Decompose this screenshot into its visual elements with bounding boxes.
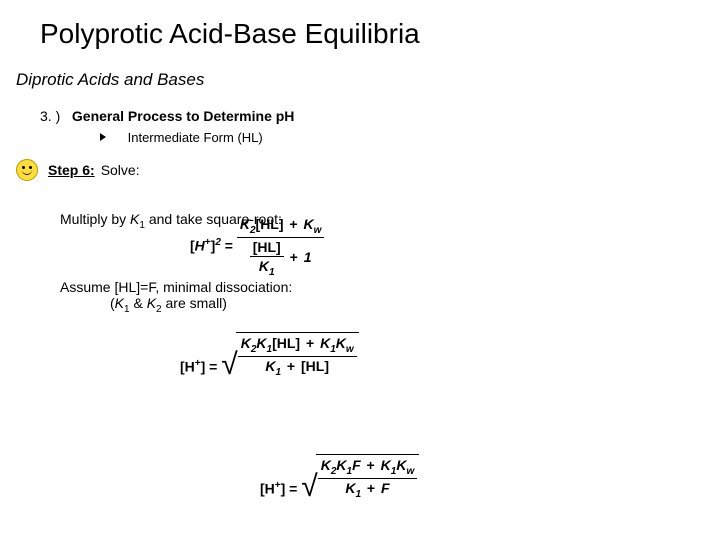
eq1-plus: + xyxy=(284,216,304,232)
step-label: Step 6: xyxy=(48,162,95,178)
eq3-eq: ] = xyxy=(281,481,302,497)
eq2-dhl: [HL] xyxy=(301,358,329,374)
eq1-frac: K2[HL] + Kw [HL] K1 + 1 xyxy=(237,216,325,278)
eq2-k2: K xyxy=(241,335,251,351)
eq2-plus: + xyxy=(300,335,320,351)
eq3-dplus: + xyxy=(361,480,381,496)
note2-close: are small) xyxy=(162,295,227,311)
slide: Polyprotic Acid-Base Equilibria Diprotic… xyxy=(0,0,720,540)
eq3-k1b: K xyxy=(381,457,391,473)
eq3-frac: K2K1F + K1Kw K1 + F xyxy=(318,457,418,500)
eq2-eq: ] = xyxy=(201,359,222,375)
eq1-one: 1 xyxy=(304,249,312,265)
eq3-plus: + xyxy=(361,457,381,473)
eq2-kw: K xyxy=(336,335,346,351)
eq1-k1s: 1 xyxy=(269,267,275,278)
note-2: Assume [HL]=F, minimal dissociation: (K1… xyxy=(60,279,720,315)
note2-a: Assume [HL]=F, minimal dissociation: xyxy=(60,279,720,295)
eq1-plus2: + xyxy=(284,249,304,265)
triangle-bullet-icon xyxy=(100,133,106,141)
eq1-hl: [HL] xyxy=(256,216,284,232)
eq1-kws: w xyxy=(314,225,322,236)
eq2-k1: K xyxy=(256,335,266,351)
smiley-icon xyxy=(16,159,38,181)
eq2-lhs: [H xyxy=(180,359,195,375)
eq1-innerfrac: [HL] K1 xyxy=(250,239,284,278)
note2-k1: K xyxy=(115,295,124,311)
numbered-item: 3. ) General Process to Determine pH xyxy=(40,108,720,124)
eq3-df: F xyxy=(381,480,390,496)
eq3-dk1: K xyxy=(345,480,355,496)
step-text: Solve: xyxy=(101,162,140,178)
equation-1: [H+]2 = K2[HL] + Kw [HL] K1 + 1 xyxy=(190,216,324,278)
bullet-text: Intermediate Form (HL) xyxy=(128,130,263,145)
eq2-kws: w xyxy=(346,344,354,355)
item-number: 3. ) xyxy=(40,108,68,124)
eq1-k1: K xyxy=(259,258,269,274)
note2-k2: K xyxy=(147,295,156,311)
eq3-k2: K xyxy=(321,457,331,473)
note1-a: Multiply by xyxy=(60,211,130,227)
eq2-dk1: K xyxy=(265,358,275,374)
equation-3: [H + ] = √ K2K1F + K1Kw K1 + F xyxy=(260,454,419,500)
eq1-h: H xyxy=(195,238,205,254)
equation-2: [H + ] = √ K2K1[HL] + K1Kw K1 + [HL] xyxy=(180,332,359,378)
eq1-equals: = xyxy=(221,238,237,254)
eq3-sqrt: √ K2K1F + K1Kw K1 + F xyxy=(301,454,419,500)
eq3-kws: w xyxy=(406,466,414,477)
subtitle: Diprotic Acids and Bases xyxy=(16,70,720,90)
eq2-hl: [HL] xyxy=(272,335,300,351)
eq3-kw: K xyxy=(396,457,406,473)
eq2-frac: K2K1[HL] + K1Kw K1 + [HL] xyxy=(238,335,357,378)
page-title: Polyprotic Acid-Base Equilibria xyxy=(40,18,720,50)
note-1: Multiply by K1 and take square-root: xyxy=(60,211,720,231)
eq1-k2: K xyxy=(240,216,250,232)
eq3-f: F xyxy=(352,457,361,473)
note2-amp: & xyxy=(130,295,147,311)
eq1-hl2: [HL] xyxy=(253,239,281,255)
eq1-kw: K xyxy=(304,216,314,232)
item-text: General Process to Determine pH xyxy=(72,108,295,124)
eq3-lhs: [H xyxy=(260,481,275,497)
step-row: Step 6: Solve: xyxy=(16,159,720,181)
eq2-dplus: + xyxy=(281,358,301,374)
eq3-k1: K xyxy=(336,457,346,473)
note1-k: K xyxy=(130,211,139,227)
eq2-sqrt: √ K2K1[HL] + K1Kw K1 + [HL] xyxy=(221,332,358,378)
sub-bullet: Intermediate Form (HL) xyxy=(100,130,720,145)
eq2-k1b: K xyxy=(320,335,330,351)
